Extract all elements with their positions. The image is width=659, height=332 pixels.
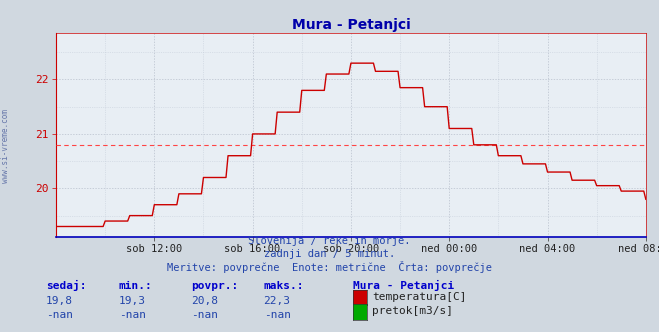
Text: -nan: -nan (119, 310, 146, 320)
Text: temperatura[C]: temperatura[C] (372, 292, 467, 302)
Text: Meritve: povprečne  Enote: metrične  Črta: povprečje: Meritve: povprečne Enote: metrične Črta:… (167, 261, 492, 273)
Text: min.:: min.: (119, 281, 152, 291)
Text: Mura - Petanjci: Mura - Petanjci (353, 280, 454, 291)
Text: 22,3: 22,3 (264, 296, 291, 306)
Text: Slovenija / reke in morje.: Slovenija / reke in morje. (248, 236, 411, 246)
Text: povpr.:: povpr.: (191, 281, 239, 291)
Text: www.si-vreme.com: www.si-vreme.com (1, 109, 10, 183)
Text: maks.:: maks.: (264, 281, 304, 291)
Text: -nan: -nan (191, 310, 218, 320)
Text: zadnji dan / 5 minut.: zadnji dan / 5 minut. (264, 249, 395, 259)
Text: -nan: -nan (46, 310, 73, 320)
Text: 19,3: 19,3 (119, 296, 146, 306)
Text: pretok[m3/s]: pretok[m3/s] (372, 306, 453, 316)
Title: Mura - Petanjci: Mura - Petanjci (291, 18, 411, 32)
Text: sedaj:: sedaj: (46, 280, 86, 291)
Text: 20,8: 20,8 (191, 296, 218, 306)
Text: 19,8: 19,8 (46, 296, 73, 306)
Text: -nan: -nan (264, 310, 291, 320)
